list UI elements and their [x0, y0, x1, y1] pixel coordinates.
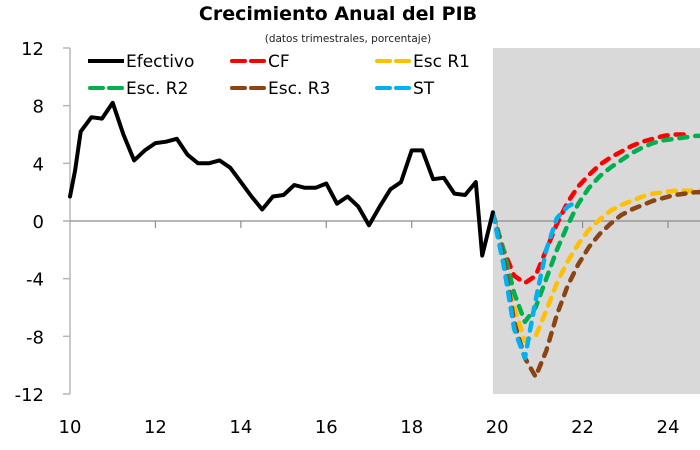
- y-tick-label: -12: [15, 385, 44, 406]
- x-tick-label: 10: [59, 417, 82, 438]
- y-tick-label: 12: [21, 39, 44, 60]
- x-tick-label: 12: [144, 417, 167, 438]
- y-tick-label: 0: [33, 212, 44, 233]
- legend-item: Esc. R2: [88, 79, 188, 99]
- x-tick-label: 16: [315, 417, 338, 438]
- series-line-cf: [490, 132, 688, 286]
- x-tick-label: 24: [657, 417, 680, 438]
- chart-title: Crecimiento Anual del PIB: [199, 3, 477, 25]
- legend-item: Esc. R3: [230, 79, 330, 99]
- legend-label: Esc R1: [413, 52, 470, 72]
- series-line-esc-r2: [490, 133, 700, 325]
- legend-label: Efectivo: [126, 52, 194, 72]
- y-tick-label: 4: [33, 154, 44, 175]
- y-tick-label: -8: [26, 327, 44, 348]
- legend-label: CF: [268, 52, 290, 72]
- x-tick-label: 14: [229, 417, 252, 438]
- legend-label: Esc. R2: [126, 79, 188, 99]
- series-line-esc-r3: [490, 189, 700, 379]
- legend-label: Esc. R3: [268, 79, 330, 99]
- legend-item: CF: [230, 52, 290, 72]
- y-tick-label: -4: [26, 270, 44, 291]
- legend-item: ST: [375, 79, 435, 99]
- legend-label: ST: [413, 79, 435, 99]
- legend-item: Esc R1: [375, 52, 470, 72]
- chart-subtitle: (datos trimestrales, porcentaje): [265, 33, 432, 45]
- series-layer: [68, 100, 700, 379]
- series-line-efectivo: [68, 100, 495, 258]
- series-line-st: [490, 198, 581, 361]
- axes: 12 8 4 0 -4 -8 -12 10 12 14 16 18 20 22 24: [15, 39, 700, 438]
- legend-item: Efectivo: [88, 52, 194, 72]
- x-tick-label: 18: [400, 417, 423, 438]
- y-tick-label: 8: [33, 97, 44, 118]
- legend: Efectivo CF Esc R1 Esc. R2 Esc. R3 ST: [88, 52, 470, 99]
- x-tick-label: 20: [486, 417, 509, 438]
- x-tick-label: 22: [571, 417, 594, 438]
